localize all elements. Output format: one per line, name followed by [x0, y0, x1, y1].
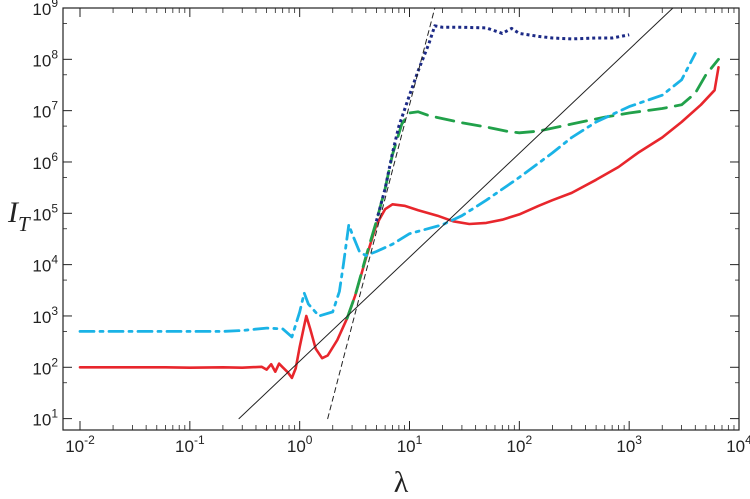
series-line-4	[78, 52, 697, 339]
y-tick-exponent: 2	[51, 355, 58, 369]
y-tick-exponent: 5	[51, 201, 58, 215]
ticks-layer	[63, 7, 740, 430]
y-axis-label-base: I	[7, 196, 20, 229]
x-axis-label: λ	[394, 466, 409, 499]
y-tick-exponent: 8	[51, 47, 58, 61]
y-tick-label: 103	[32, 304, 58, 327]
x-tick-exponent: 1	[416, 433, 423, 447]
plot-area	[62, 7, 740, 431]
x-tick-labels: 10-2 10-1 100 101 102 103 104	[65, 433, 750, 456]
y-tick-label: 104	[32, 253, 58, 276]
plot-frame	[62, 7, 740, 431]
x-tick-label: 101	[397, 433, 423, 456]
x-tick-base: 10	[287, 437, 306, 456]
y-tick-exponent: 1	[51, 407, 58, 421]
x-tick-base: 10	[397, 437, 416, 456]
y-tick-exponent: 3	[51, 304, 58, 318]
y-tick-label: 107	[32, 99, 58, 122]
y-axis-label-subscript: T	[18, 212, 31, 236]
y-tick-base: 10	[32, 154, 51, 173]
y-tick-base: 10	[32, 103, 51, 122]
x-tick-exponent: 4	[745, 433, 750, 447]
series-layer	[78, 7, 720, 420]
x-tick-base: 10	[726, 437, 745, 456]
y-tick-label: 102	[32, 355, 58, 378]
x-tick-base: 10	[616, 437, 635, 456]
x-tick-label: 10-1	[175, 433, 205, 456]
y-tick-exponent: 6	[51, 150, 58, 164]
series-line-5	[238, 7, 674, 420]
y-axis-label: IT	[7, 196, 31, 236]
y-tick-base: 10	[32, 205, 51, 224]
y-tick-label: 101	[32, 407, 58, 430]
x-tick-exponent: 2	[525, 433, 532, 447]
x-tick-base: 10	[175, 437, 194, 456]
y-tick-base: 10	[32, 359, 51, 378]
y-tick-exponent: 7	[51, 99, 58, 113]
series-line-6	[327, 7, 436, 420]
y-tick-label: 105	[32, 201, 58, 224]
y-tick-base: 10	[32, 0, 51, 19]
x-tick-label: 100	[287, 433, 313, 456]
y-tick-base: 10	[32, 411, 51, 430]
x-tick-label: 10-2	[65, 433, 95, 456]
x-tick-exponent: 0	[306, 433, 313, 447]
y-tick-base: 10	[32, 257, 51, 276]
y-tick-base: 10	[32, 51, 51, 70]
x-tick-label: 102	[507, 433, 533, 456]
x-tick-exponent: -2	[84, 433, 95, 447]
x-tick-label: 104	[726, 433, 750, 456]
x-tick-base: 10	[65, 437, 84, 456]
y-tick-exponent: 9	[51, 0, 58, 10]
x-tick-exponent: -1	[194, 433, 205, 447]
series-line-2	[345, 57, 720, 320]
x-tick-label: 103	[616, 433, 642, 456]
y-tick-label: 106	[32, 150, 58, 173]
y-tick-label: 108	[32, 47, 58, 70]
y-tick-exponent: 4	[51, 253, 58, 267]
series-line-3	[374, 24, 630, 222]
x-tick-exponent: 3	[635, 433, 642, 447]
x-tick-base: 10	[507, 437, 526, 456]
y-tick-base: 10	[32, 308, 51, 327]
y-tick-label: 109	[32, 0, 58, 19]
